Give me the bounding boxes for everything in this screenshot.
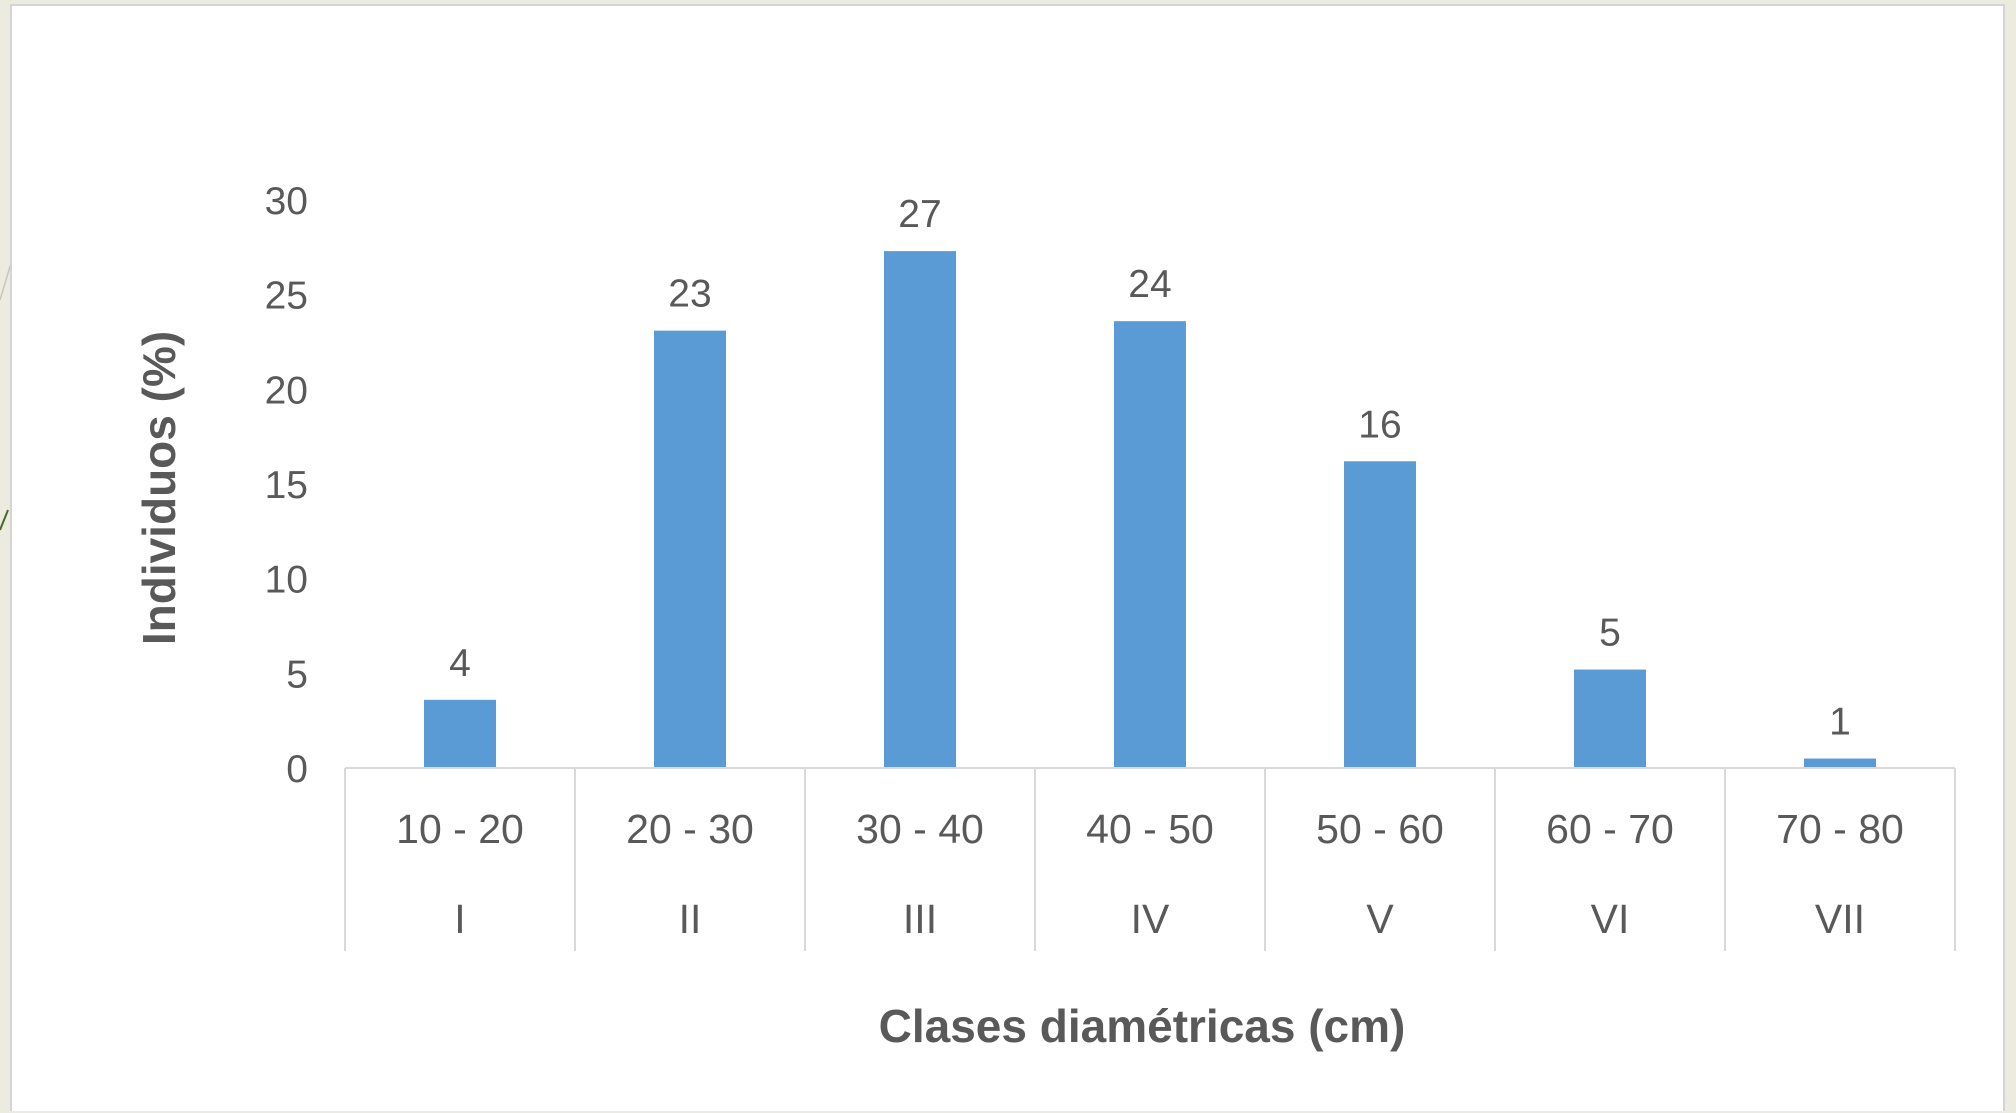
- y-tick-label: 25: [265, 275, 308, 318]
- bars: [424, 251, 1876, 768]
- x-category-range: 50 - 60: [1316, 806, 1444, 852]
- bar: [884, 251, 956, 768]
- bar: [1344, 461, 1416, 768]
- x-category-class: III: [903, 896, 937, 942]
- x-category-range: 30 - 40: [856, 806, 984, 852]
- y-tick-label: 0: [286, 748, 308, 791]
- chart-panel: 0 5 10 15 20 25 30 4 23 27 24 16 5 1 10 - 20 I 20 - 30…: [10, 4, 2005, 1111]
- data-label: 5: [1599, 612, 1621, 655]
- y-tick-label: 20: [265, 369, 308, 412]
- x-category-class: VI: [1591, 896, 1630, 942]
- x-category-range: 60 - 70: [1546, 806, 1674, 852]
- data-label: 16: [1358, 403, 1401, 446]
- x-axis: 10 - 20 I 20 - 30 II 30 - 40 III 40 - 50 IV 50 -…: [344, 767, 1956, 951]
- bar: [1114, 321, 1186, 768]
- x-category-range: 70 - 80: [1776, 806, 1904, 852]
- bar: [424, 699, 496, 768]
- x-category-class: VII: [1815, 896, 1865, 942]
- y-tick-label: 5: [286, 653, 308, 696]
- x-category-range: 20 - 30: [626, 806, 754, 852]
- x-axis-title: Clases diamétricas (cm): [879, 1000, 1406, 1052]
- data-label: 1: [1829, 701, 1851, 744]
- data-label: 4: [449, 642, 471, 685]
- y-tick-label: 15: [265, 464, 308, 507]
- data-label: 23: [668, 273, 711, 316]
- x-category-range: 10 - 20: [396, 806, 524, 852]
- data-label: 24: [1128, 263, 1171, 306]
- y-tick-label: 10: [265, 559, 308, 602]
- bar: [1574, 669, 1646, 768]
- x-category-class: V: [1366, 896, 1394, 942]
- y-tick-label: 30: [265, 180, 308, 223]
- bar: [654, 330, 726, 768]
- y-axis-ticks: 0 5 10 15 20 25 30: [265, 180, 308, 791]
- data-labels: 4 23 27 24 16 5 1: [449, 193, 1851, 743]
- bar: [1804, 758, 1876, 768]
- x-category-class: I: [454, 896, 465, 942]
- x-category-class: II: [679, 896, 702, 942]
- data-label: 27: [898, 193, 941, 236]
- x-category-class: IV: [1131, 896, 1170, 942]
- bar-chart: 0 5 10 15 20 25 30 4 23 27 24 16 5 1 10 - 20 I 20 - 30…: [133, 180, 1956, 1052]
- y-axis-title: Individuos (%): [133, 331, 185, 645]
- x-category-range: 40 - 50: [1086, 806, 1214, 852]
